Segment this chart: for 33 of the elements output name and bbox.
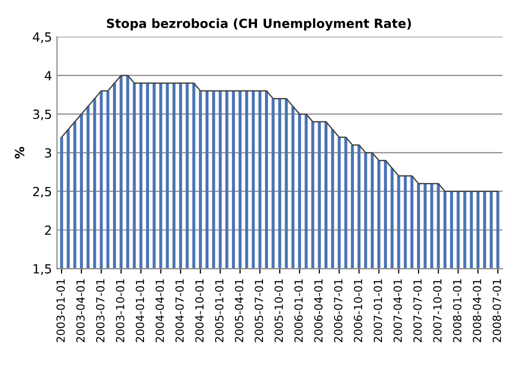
x-tick-label: 2008-04-01: [472, 279, 482, 342]
y-tick-label: 3: [45, 148, 52, 158]
x-tick-label: 2005-04-01: [234, 279, 244, 342]
y-tick-label: 4: [44, 71, 52, 80]
x-tick-label: 2007-10-01: [433, 279, 442, 342]
x-tick-label: 2003-07-01: [96, 279, 104, 342]
y-tick-label: 2,5: [33, 186, 52, 198]
x-tick-label: 2004-10-01: [195, 279, 204, 342]
x-tick-label: 2005-10-01: [274, 279, 283, 342]
x-tick-label: 2006-10-01: [354, 279, 362, 342]
x-tick-label: 2003-10-01: [116, 279, 124, 342]
y-axis-title: %: [14, 146, 24, 159]
x-tick-label: 2006-01-01: [294, 279, 303, 342]
x-tick-label: 2004-04-01: [156, 279, 164, 342]
x-tick-label: 2004-07-01: [175, 279, 184, 342]
x-tick-label: 2008-01-01: [452, 279, 462, 342]
x-tick-label: 2006-07-01: [334, 279, 342, 342]
y-tick-label: 4,5: [32, 32, 52, 43]
line-series: [60, 74, 498, 192]
y-tick-label: 2: [45, 225, 51, 235]
x-tick-label: 2008-07-01: [492, 279, 502, 342]
y-tick-label: 1,5: [34, 264, 52, 275]
x-tick-label: 2003-04-01: [76, 279, 85, 342]
x-tick-label: 2005-07-01: [254, 279, 264, 342]
x-tick-label: 2007-01-01: [374, 279, 382, 342]
x-tick-label: 2007-04-01: [394, 279, 402, 342]
chart-title: Stopa bezrobocia (CH Unemployment Rate): [106, 18, 411, 31]
x-tick-label: 2006-04-01: [314, 279, 323, 342]
x-tick-label: 2003-01-01: [56, 279, 65, 342]
x-tick-label: 2007-07-01: [413, 279, 422, 342]
x-tick-label: 2004-01-01: [136, 279, 144, 342]
y-tick-label: 3,5: [33, 110, 52, 120]
x-tick-label: 2005-01-01: [215, 279, 224, 342]
